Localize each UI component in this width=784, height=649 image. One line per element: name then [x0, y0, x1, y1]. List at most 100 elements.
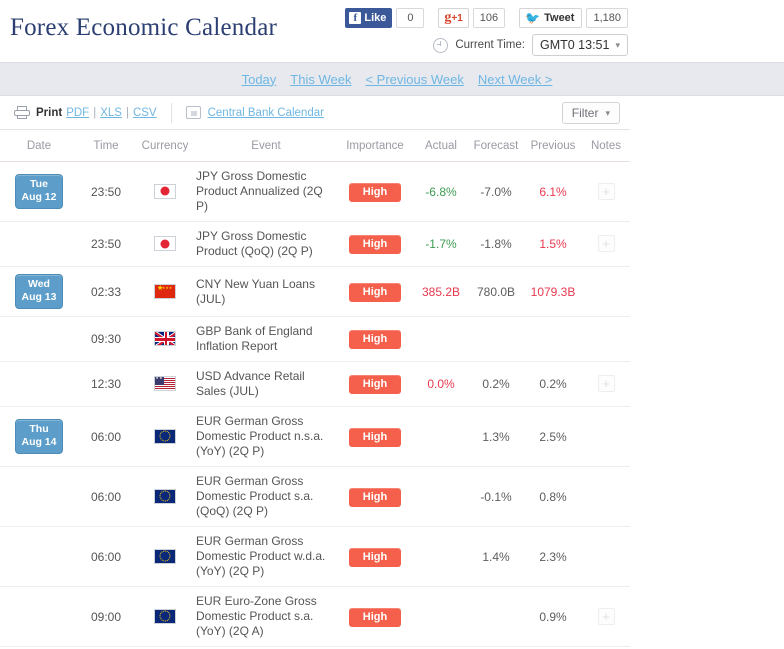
cell-event[interactable]: EUR German Gross Domestic Product n.s.a.…	[196, 406, 336, 467]
table-row[interactable]: 12:30 USD Advance Retail Sales (JUL) High 0…	[0, 361, 630, 407]
toolbar-divider	[170, 102, 172, 123]
nav-link-this-week[interactable]: This Week	[290, 71, 352, 87]
value-previous: 1079.3B	[530, 284, 576, 299]
column-header-currency[interactable]: Currency	[134, 130, 196, 162]
cell-actual	[414, 406, 468, 467]
twitter-tweet-count: 1,180	[586, 8, 628, 28]
value-previous: 1.5%	[539, 237, 567, 251]
cell-event[interactable]: EUR German Gross Domestic Product s.a. (…	[196, 466, 336, 527]
cell-event[interactable]: GBP Bank of England Inflation Report	[196, 316, 336, 362]
flag-eu-icon	[154, 428, 176, 444]
cell-previous: 1.5%	[524, 221, 582, 267]
importance-badge: High	[349, 282, 401, 302]
table-row[interactable]: 23:50 JPY Gross Domestic Product (QoQ) (2…	[0, 221, 630, 267]
cell-importance: High	[336, 646, 414, 649]
cell-notes: +	[582, 586, 630, 647]
add-note-button[interactable]: +	[597, 182, 615, 200]
timezone-select[interactable]: GMT0 13:51 ▾	[531, 34, 628, 56]
column-header-actual[interactable]: Actual	[414, 130, 468, 162]
cell-previous: 2.3%	[524, 526, 582, 587]
column-header-event[interactable]: Event	[196, 130, 336, 162]
cell-importance: High	[336, 161, 414, 222]
add-note-button[interactable]: +	[597, 235, 615, 252]
export-csv-link[interactable]: CSV	[132, 106, 157, 119]
facebook-like-widget[interactable]: f Like 0	[345, 8, 425, 28]
table-row[interactable]: FriAug 1508:30 GBP Gross Domestic Product…	[0, 646, 630, 649]
cell-previous: 1079.3B	[524, 266, 582, 317]
column-header-forecast[interactable]: Forecast	[468, 130, 524, 162]
twitter-tweet-widget[interactable]: 🐦 Tweet 1,180	[519, 8, 628, 28]
clock-icon	[433, 37, 449, 53]
value-actual: 385.2B	[421, 284, 461, 299]
table-row[interactable]: 06:00 EUR German Gross Domestic Product s…	[0, 466, 630, 527]
importance-badge: High	[349, 487, 401, 507]
flag-eu-icon	[154, 608, 176, 624]
cell-forecast: 3.1%	[468, 646, 524, 649]
facebook-like-button[interactable]: f Like	[345, 8, 393, 28]
cell-forecast	[468, 316, 524, 362]
table-row[interactable]: 09:00 EUR Euro-Zone Gross Domestic Produc…	[0, 586, 630, 647]
cell-previous: 0.8%	[524, 466, 582, 527]
google-plus-button[interactable]: g +1	[438, 8, 469, 28]
google-plus-label: +1	[451, 12, 463, 24]
cell-time: 09:30	[78, 316, 134, 362]
cell-forecast: 0.2%	[468, 361, 524, 407]
nav-link-previous-week[interactable]: < Previous Week	[365, 71, 464, 87]
social-buttons: f Like 0 g +1 106 🐦 Tweet 1,180	[345, 8, 628, 28]
cell-notes	[582, 466, 630, 527]
nav-link-today[interactable]: Today	[241, 71, 277, 87]
google-plus-widget[interactable]: g +1 106	[438, 8, 506, 28]
cell-forecast: 780.0B	[468, 266, 524, 317]
table-row[interactable]: Thu Aug 14 06:00 EUR German Gross Domestic …	[0, 406, 630, 467]
cell-time: 06:00	[78, 406, 134, 467]
column-header-importance[interactable]: Importance	[336, 130, 414, 162]
cell-currency	[134, 646, 196, 649]
cell-time: 08:30	[78, 646, 134, 649]
nav-link-next-week[interactable]: Next Week >	[477, 71, 553, 87]
print-label: Print	[36, 106, 63, 119]
cell-event[interactable]: EUR Euro-Zone Gross Domestic Product s.a…	[196, 586, 336, 647]
column-header-time[interactable]: Time	[78, 130, 134, 162]
table-row[interactable]: 09:30 GBP Bank of England Inflation Repor…	[0, 316, 630, 362]
flag-japan-icon	[154, 183, 176, 199]
value-previous: 0.8%	[539, 489, 567, 504]
cell-importance: High	[336, 221, 414, 267]
add-note-button[interactable]: +	[597, 607, 615, 625]
cell-event[interactable]: JPY Gross Domestic Product Annualized (2…	[196, 161, 336, 222]
table-body: Tue Aug 12 23:50 JPY Gross Domestic Product…	[0, 161, 630, 649]
date-badge[interactable]: Wed Aug 13	[15, 274, 63, 309]
export-pdf-link[interactable]: PDF	[66, 106, 90, 119]
column-header-previous[interactable]: Previous	[524, 130, 582, 162]
cell-event[interactable]: JPY Gross Domestic Product (QoQ) (2Q P)	[196, 221, 336, 267]
central-bank-calendar-link[interactable]: Central Bank Calendar	[207, 106, 324, 119]
column-header-date[interactable]: Date	[0, 130, 78, 162]
cell-event[interactable]: GBP Gross Domestic Product (YoY) (2Q P)	[196, 646, 336, 649]
facebook-icon: f	[349, 12, 362, 24]
cell-event[interactable]: CNY New Yuan Loans (JUL)	[196, 266, 336, 317]
cell-date: Thu Aug 14	[0, 406, 78, 467]
cell-event[interactable]: EUR German Gross Domestic Product w.d.a.…	[196, 526, 336, 587]
cell-time: 06:00	[78, 526, 134, 587]
date-badge[interactable]: Tue Aug 12	[15, 174, 63, 209]
column-header-notes[interactable]: Notes	[582, 130, 630, 162]
cell-importance: High	[336, 526, 414, 587]
economic-calendar-table: Date Time Currency Event Importance Actu…	[0, 130, 630, 649]
cell-date: FriAug 15	[0, 646, 78, 649]
cell-date	[0, 221, 78, 267]
table-row[interactable]: 06:00 EUR German Gross Domestic Product w…	[0, 526, 630, 587]
cell-previous: 6.1%	[524, 161, 582, 222]
cell-event[interactable]: USD Advance Retail Sales (JUL)	[196, 361, 336, 407]
cell-currency	[134, 316, 196, 362]
chevron-down-icon: ▾	[615, 39, 620, 50]
filter-button[interactable]: Filter ▾	[561, 102, 620, 124]
week-navigation-bar: Today This Week < Previous Week Next Wee…	[0, 62, 784, 96]
export-xls-link[interactable]: XLS	[100, 106, 122, 119]
cell-previous: 3.1%	[524, 646, 582, 649]
toolbar-separator: |	[125, 106, 129, 119]
date-badge[interactable]: Thu Aug 14	[15, 419, 63, 454]
twitter-tweet-button[interactable]: 🐦 Tweet	[519, 8, 583, 28]
add-note-button[interactable]: +	[597, 375, 615, 392]
table-row[interactable]: Tue Aug 12 23:50 JPY Gross Domestic Product…	[0, 161, 630, 222]
